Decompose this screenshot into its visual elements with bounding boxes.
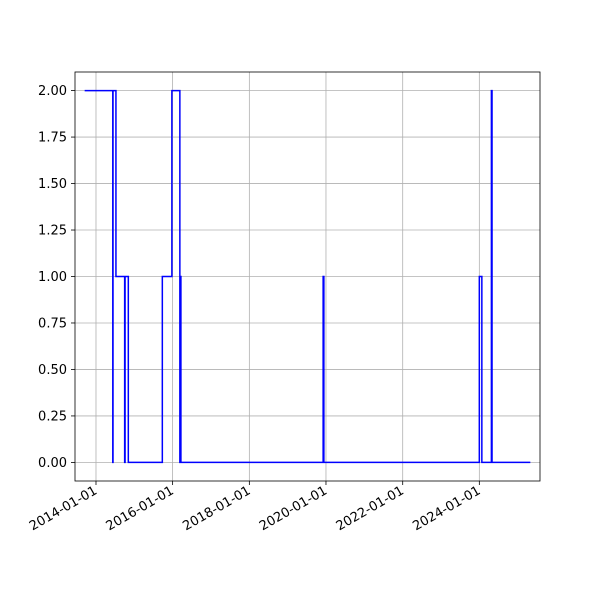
y-tick-label-2: 0.50 <box>38 363 67 378</box>
y-tick-label-7: 1.75 <box>38 131 67 146</box>
y-tick-label-3: 0.75 <box>38 316 67 331</box>
series-line-0 <box>84 89 531 464</box>
y-tick-label-4: 1.00 <box>38 270 67 285</box>
series-layer <box>84 89 531 464</box>
y-tick-label-8: 2.00 <box>38 84 67 99</box>
y-tick-label-1: 0.25 <box>38 409 67 424</box>
y-tick-label-6: 1.50 <box>38 177 67 192</box>
y-tick-label-0: 0.00 <box>38 456 67 471</box>
y-tick-label-5: 1.25 <box>38 224 67 239</box>
